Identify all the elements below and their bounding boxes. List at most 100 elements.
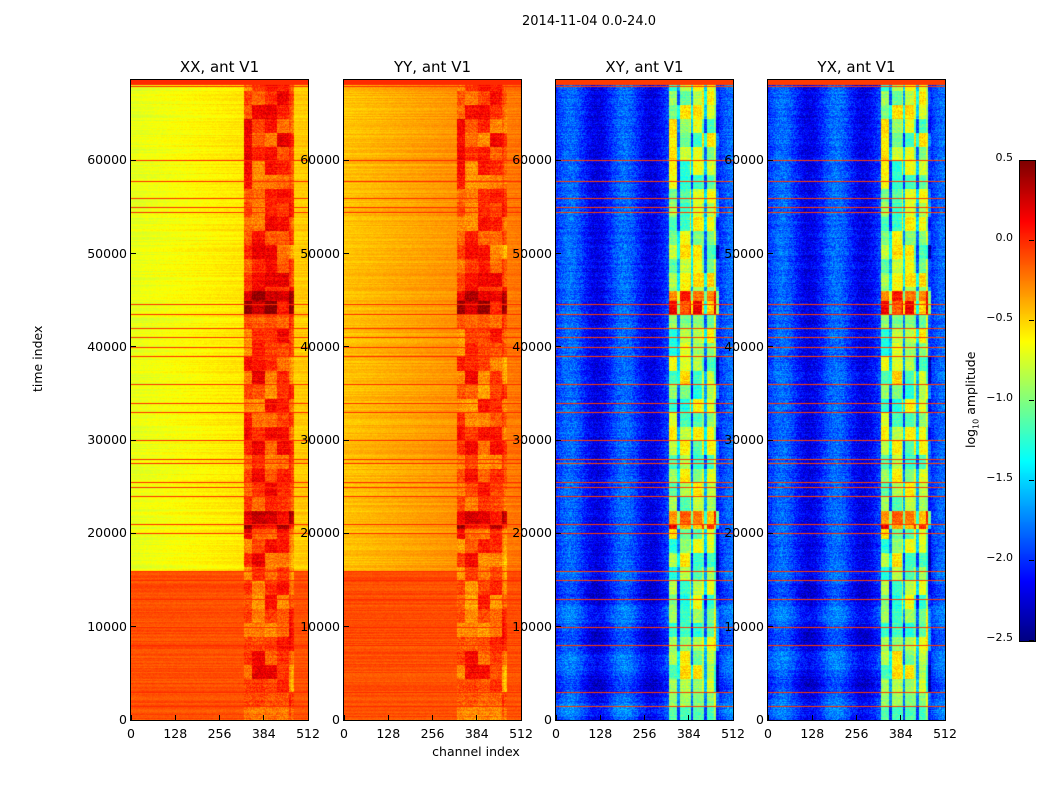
x-tick-label: 256 — [207, 726, 232, 741]
y-tick-label: 50000 — [512, 245, 552, 261]
y-tick-label: 20000 — [87, 525, 127, 541]
y-tick-label: 20000 — [724, 525, 764, 541]
colorbar-tick — [1029, 640, 1034, 641]
y-tick — [556, 719, 561, 721]
y-tick — [131, 626, 136, 628]
x-tick-label: 256 — [420, 726, 445, 741]
x-tick — [520, 715, 522, 720]
y-tick — [768, 253, 773, 255]
x-tick — [767, 715, 769, 720]
heatmap-panel-3: YX, ant V1 0 128 256 384 512 0 10000 20000 30000 4… — [724, 58, 957, 741]
y-tick-label: 60000 — [87, 152, 127, 168]
x-tick-label: 512 — [933, 726, 957, 741]
x-tick-label: 512 — [296, 726, 320, 741]
x-tick — [555, 715, 557, 720]
y-tick-label: 30000 — [300, 432, 340, 448]
x-tick-label: 512 — [509, 726, 533, 741]
colorbar-tick — [1029, 160, 1034, 161]
x-tick-label: 128 — [163, 726, 188, 741]
y-tick-label: 10000 — [87, 618, 127, 634]
y-tick — [768, 346, 773, 348]
colorbar — [1019, 160, 1036, 642]
y-tick — [131, 253, 136, 255]
x-tick-label: 128 — [376, 726, 401, 741]
colorbar-label: log10 amplitude — [963, 351, 981, 448]
y-tick-label: 20000 — [512, 525, 552, 541]
y-tick-label: 40000 — [87, 338, 127, 354]
x-tick-label: 0 — [552, 726, 560, 741]
y-tick-label: 0 — [332, 712, 340, 727]
y-tick-label: 50000 — [300, 245, 340, 261]
heatmap-image — [556, 80, 733, 720]
y-tick — [768, 626, 773, 628]
x-tick — [432, 715, 433, 720]
panel-title: XY, ant V1 — [605, 58, 684, 76]
figure-title: 2014-11-04 0.0-24.0 — [522, 14, 656, 29]
colorbar-tick-label: −0.5 — [986, 311, 1013, 324]
x-tick-label: 512 — [721, 726, 745, 741]
y-tick-label: 10000 — [300, 618, 340, 634]
x-tick — [307, 715, 309, 720]
x-tick — [599, 715, 601, 720]
x-tick — [944, 715, 946, 720]
y-tick-label: 0 — [119, 712, 127, 727]
y-tick — [131, 159, 136, 161]
y-tick-label: 20000 — [300, 525, 340, 541]
x-tick — [343, 715, 345, 720]
y-tick-label: 60000 — [724, 152, 764, 168]
x-tick-label: 128 — [588, 726, 613, 741]
x-tick — [900, 715, 902, 720]
colorbar-tick — [1029, 560, 1034, 561]
y-tick — [344, 626, 349, 628]
x-tick — [856, 715, 857, 720]
x-tick — [219, 715, 220, 720]
y-tick-label: 50000 — [87, 245, 127, 261]
x-tick — [476, 715, 478, 720]
colorbar-tick — [1029, 320, 1034, 321]
y-tick — [556, 346, 561, 348]
colorbar-tick-label: 0.5 — [995, 151, 1014, 164]
x-tick-label: 256 — [632, 726, 657, 741]
y-tick — [344, 719, 349, 721]
y-tick — [131, 439, 136, 441]
y-tick — [131, 532, 136, 534]
y-tick — [556, 532, 561, 534]
colorbar-tick-label: −1.5 — [986, 471, 1013, 484]
y-tick — [344, 253, 349, 255]
x-tick-label: 384 — [464, 726, 489, 741]
x-tick-label: 0 — [340, 726, 348, 741]
y-tick — [344, 159, 349, 161]
colorbar-tick — [1029, 240, 1034, 241]
colorbar-tick — [1029, 480, 1034, 481]
y-tick-label: 30000 — [724, 432, 764, 448]
y-tick — [556, 626, 561, 628]
y-tick-label: 30000 — [512, 432, 552, 448]
x-tick-label: 0 — [127, 726, 135, 741]
y-tick — [556, 439, 561, 441]
heatmap-image — [131, 80, 308, 720]
y-tick-label: 50000 — [724, 245, 764, 261]
x-tick — [130, 715, 132, 720]
y-tick — [131, 346, 136, 348]
y-tick-label: 40000 — [300, 338, 340, 354]
y-tick-label: 0 — [544, 712, 552, 727]
heatmap-image — [768, 80, 945, 720]
y-tick-label: 0 — [756, 712, 764, 727]
y-axis-label: time index — [30, 325, 45, 392]
x-tick-label: 384 — [676, 726, 701, 741]
panel-title: YX, ant V1 — [817, 58, 896, 76]
colorbar-tick-label: 0.0 — [995, 231, 1014, 244]
y-tick-label: 60000 — [512, 152, 552, 168]
y-tick — [768, 719, 773, 721]
x-tick — [732, 715, 734, 720]
y-tick-label: 30000 — [87, 432, 127, 448]
colorbar-tick-label: −2.0 — [986, 551, 1013, 564]
x-tick — [263, 715, 265, 720]
panel-title: YY, ant V1 — [393, 58, 471, 76]
x-tick-label: 128 — [800, 726, 825, 741]
heatmap-panel-1: YY, ant V1 0 128 256 384 512 0 10000 20000 30000 4… — [300, 58, 533, 741]
x-axis-label: channel index — [432, 744, 520, 759]
colorbar-tick-label: −2.5 — [986, 631, 1013, 644]
y-tick-label: 60000 — [300, 152, 340, 168]
